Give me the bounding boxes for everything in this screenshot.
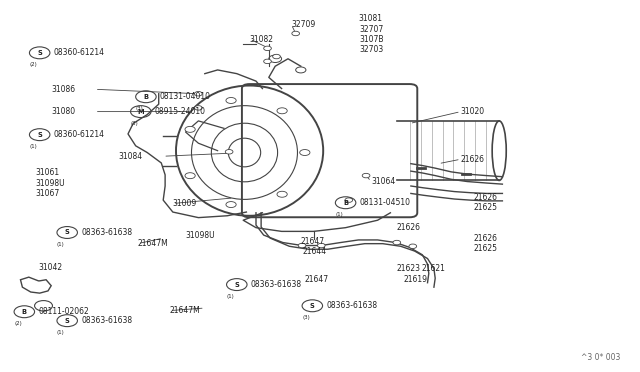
Text: (1): (1) (227, 294, 234, 299)
Text: 08363-61638: 08363-61638 (81, 316, 132, 325)
Text: 31067: 31067 (36, 189, 60, 198)
Text: (1): (1) (29, 144, 37, 149)
Text: 21626: 21626 (474, 193, 498, 202)
Text: 31084: 31084 (118, 152, 143, 161)
Circle shape (317, 243, 325, 248)
Text: (1): (1) (335, 212, 343, 217)
Text: 31009: 31009 (173, 199, 197, 208)
Text: S: S (65, 318, 70, 324)
Text: S: S (310, 303, 315, 309)
Text: 31020: 31020 (461, 107, 485, 116)
Text: 31064: 31064 (371, 177, 396, 186)
Text: (2): (2) (29, 62, 37, 67)
Circle shape (264, 59, 271, 64)
Text: 31082: 31082 (250, 35, 274, 44)
Text: B: B (343, 200, 348, 206)
Text: 21625: 21625 (474, 203, 498, 212)
Text: 08360-61214: 08360-61214 (54, 130, 105, 139)
Circle shape (300, 150, 310, 155)
Text: 21623: 21623 (397, 264, 421, 273)
Text: 21644: 21644 (303, 247, 327, 256)
Circle shape (345, 198, 353, 202)
Text: 21626: 21626 (397, 223, 421, 232)
Circle shape (195, 92, 202, 96)
Text: S: S (234, 282, 239, 288)
Text: (1): (1) (57, 330, 65, 335)
Text: (3): (3) (302, 315, 310, 320)
Text: (1): (1) (57, 242, 65, 247)
Text: 21621: 21621 (421, 264, 445, 273)
Text: 08363-61638: 08363-61638 (251, 280, 302, 289)
Circle shape (273, 54, 280, 59)
Text: 08915-24010: 08915-24010 (155, 107, 206, 116)
Circle shape (185, 173, 195, 179)
Text: ^3 0* 003: ^3 0* 003 (581, 353, 621, 362)
Text: 21647: 21647 (305, 275, 329, 284)
Circle shape (298, 243, 306, 248)
Circle shape (409, 244, 417, 248)
Text: S: S (65, 230, 70, 235)
Circle shape (292, 31, 300, 36)
Text: 21619: 21619 (403, 275, 428, 284)
Text: B: B (143, 94, 148, 100)
Text: 08363-61638: 08363-61638 (81, 228, 132, 237)
Text: 08131-04010: 08131-04010 (160, 92, 211, 101)
Text: B: B (22, 309, 27, 315)
Text: 32709: 32709 (291, 20, 316, 29)
Text: (2): (2) (14, 321, 22, 326)
Text: S: S (37, 132, 42, 138)
Text: 31061: 31061 (36, 169, 60, 177)
Text: 08363-61638: 08363-61638 (326, 301, 378, 310)
Text: 31086: 31086 (51, 85, 76, 94)
Text: 32707: 32707 (360, 25, 384, 34)
Text: 31098U: 31098U (36, 179, 65, 187)
Text: 21647: 21647 (301, 237, 325, 246)
Text: M: M (138, 109, 144, 115)
Text: 32703: 32703 (360, 45, 384, 54)
Text: 3107B: 3107B (360, 35, 384, 44)
Circle shape (195, 106, 202, 110)
Circle shape (226, 97, 236, 103)
Text: 21626: 21626 (474, 234, 498, 243)
Text: 21647M: 21647M (170, 306, 200, 315)
Circle shape (362, 173, 370, 178)
Circle shape (226, 202, 236, 208)
Text: 21625: 21625 (474, 244, 498, 253)
Text: 08111-02062: 08111-02062 (38, 307, 89, 316)
Text: 08131-04510: 08131-04510 (360, 198, 411, 207)
Text: (3): (3) (131, 121, 138, 126)
Circle shape (277, 108, 287, 114)
Circle shape (393, 240, 401, 245)
Text: S: S (37, 50, 42, 56)
Text: 31080: 31080 (51, 107, 76, 116)
Circle shape (225, 150, 233, 154)
Text: 31081: 31081 (358, 14, 383, 23)
Text: 21626: 21626 (461, 155, 485, 164)
Text: 31042: 31042 (38, 263, 63, 272)
Text: 31098U: 31098U (186, 231, 215, 240)
Circle shape (277, 191, 287, 197)
Text: (3): (3) (136, 106, 143, 111)
Text: 21647M: 21647M (138, 239, 168, 248)
Circle shape (264, 46, 271, 51)
Text: 08360-61214: 08360-61214 (54, 48, 105, 57)
Circle shape (185, 126, 195, 132)
